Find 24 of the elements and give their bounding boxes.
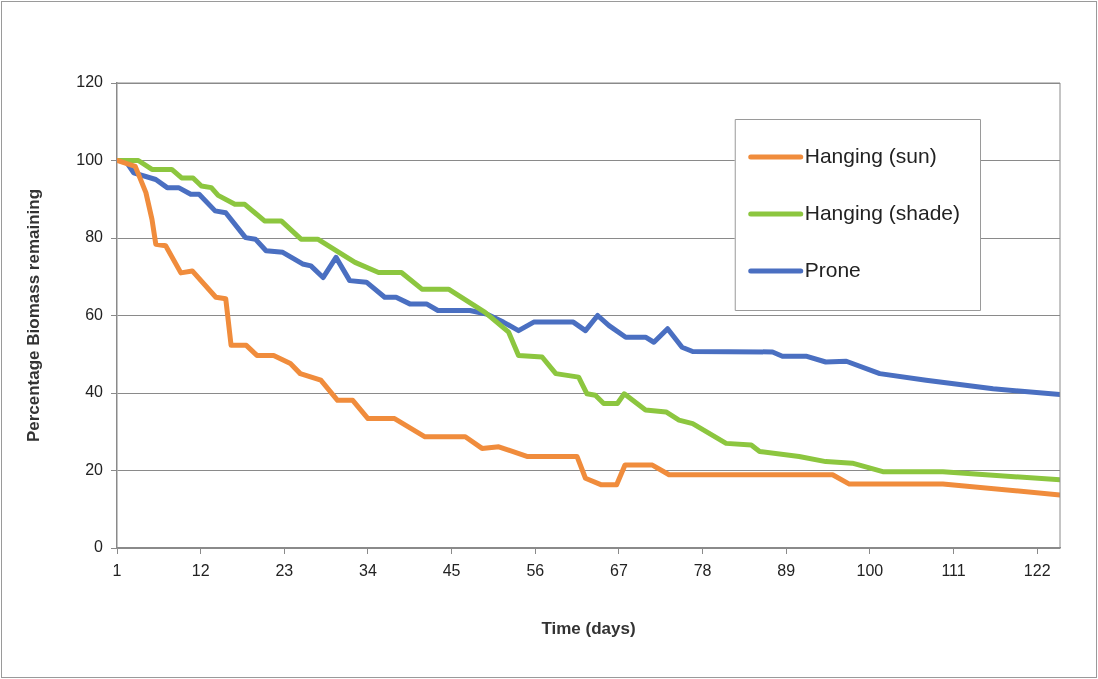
legend-label: Hanging (shade) xyxy=(804,200,960,224)
y-tick-label: 0 xyxy=(94,538,104,556)
x-axis-title: Time (days) xyxy=(541,619,636,639)
x-tick-label: 23 xyxy=(275,562,294,580)
x-tick-label: 12 xyxy=(191,562,210,580)
x-tick-label: 1 xyxy=(112,562,122,580)
y-tick-label: 60 xyxy=(85,305,104,323)
y-tick-label: 40 xyxy=(85,383,104,401)
y-tick-label: 20 xyxy=(85,460,104,478)
y-axis-title: Percentage Biomass remaining xyxy=(23,188,43,443)
x-tick-label: 122 xyxy=(1023,562,1051,580)
legend-label: Prone xyxy=(804,257,861,281)
legend-label: Hanging (sun) xyxy=(804,143,937,167)
x-tick-label: 100 xyxy=(856,562,884,580)
y-tick-label: 120 xyxy=(76,73,104,91)
x-tick-label: 89 xyxy=(777,562,796,580)
x-tick-label: 56 xyxy=(526,562,545,580)
x-tick-label: 45 xyxy=(442,562,461,580)
y-tick-label: 80 xyxy=(85,228,104,246)
y-tick-label: 100 xyxy=(76,150,104,168)
x-tick-label: 67 xyxy=(610,562,628,580)
x-tick-label: 34 xyxy=(359,562,377,580)
x-tick-label: 111 xyxy=(941,562,966,580)
x-tick-label: 78 xyxy=(693,562,712,580)
